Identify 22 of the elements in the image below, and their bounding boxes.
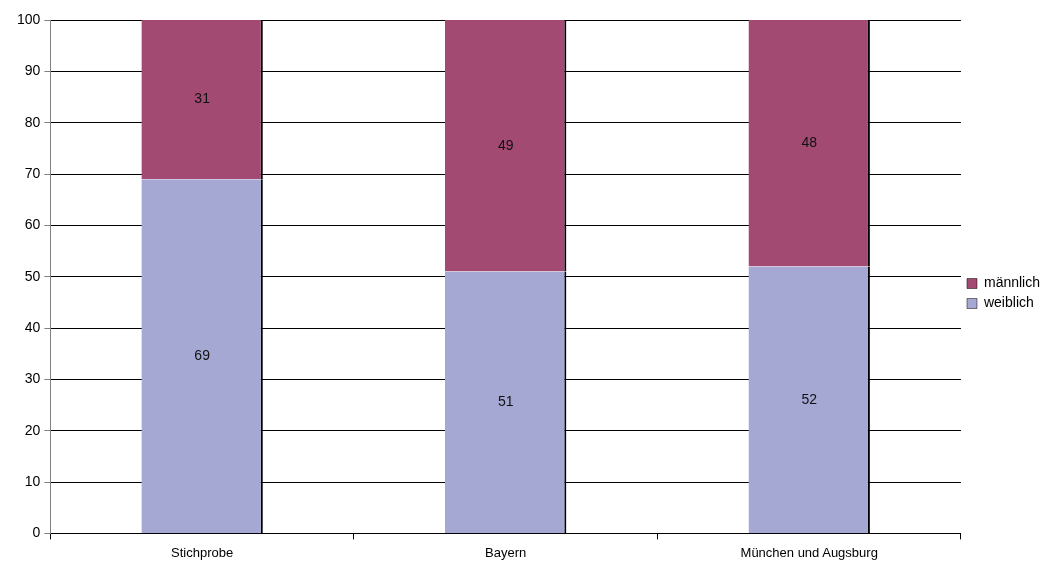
y-tick-label: 0 [32,524,41,541]
data-label: 52 [801,390,818,407]
data-label: 51 [497,393,514,410]
y-tick-label: 100 [17,10,41,27]
y-tick-label: 40 [24,318,41,335]
x-tick-label: Stichprobe [171,544,234,560]
y-tick-label: 70 [24,164,41,181]
data-label: 49 [497,136,514,153]
y-tick-label: 20 [24,421,41,438]
y-tick-label: 90 [24,62,41,79]
x-tick-label: München und Augsburg [740,544,878,560]
data-label: 69 [194,346,211,363]
legend-label: weiblich [982,294,1034,311]
legend-label: männlich [983,274,1040,291]
y-tick-label: 50 [24,267,41,284]
y-tick-label: 80 [24,113,41,130]
y-tick-label: 60 [24,216,41,233]
x-tick-label: Bayern [485,544,527,560]
data-label: 48 [801,134,818,151]
data-label: 31 [194,90,211,107]
y-tick-label: 30 [24,370,41,387]
y-tick-label: 10 [24,472,41,489]
